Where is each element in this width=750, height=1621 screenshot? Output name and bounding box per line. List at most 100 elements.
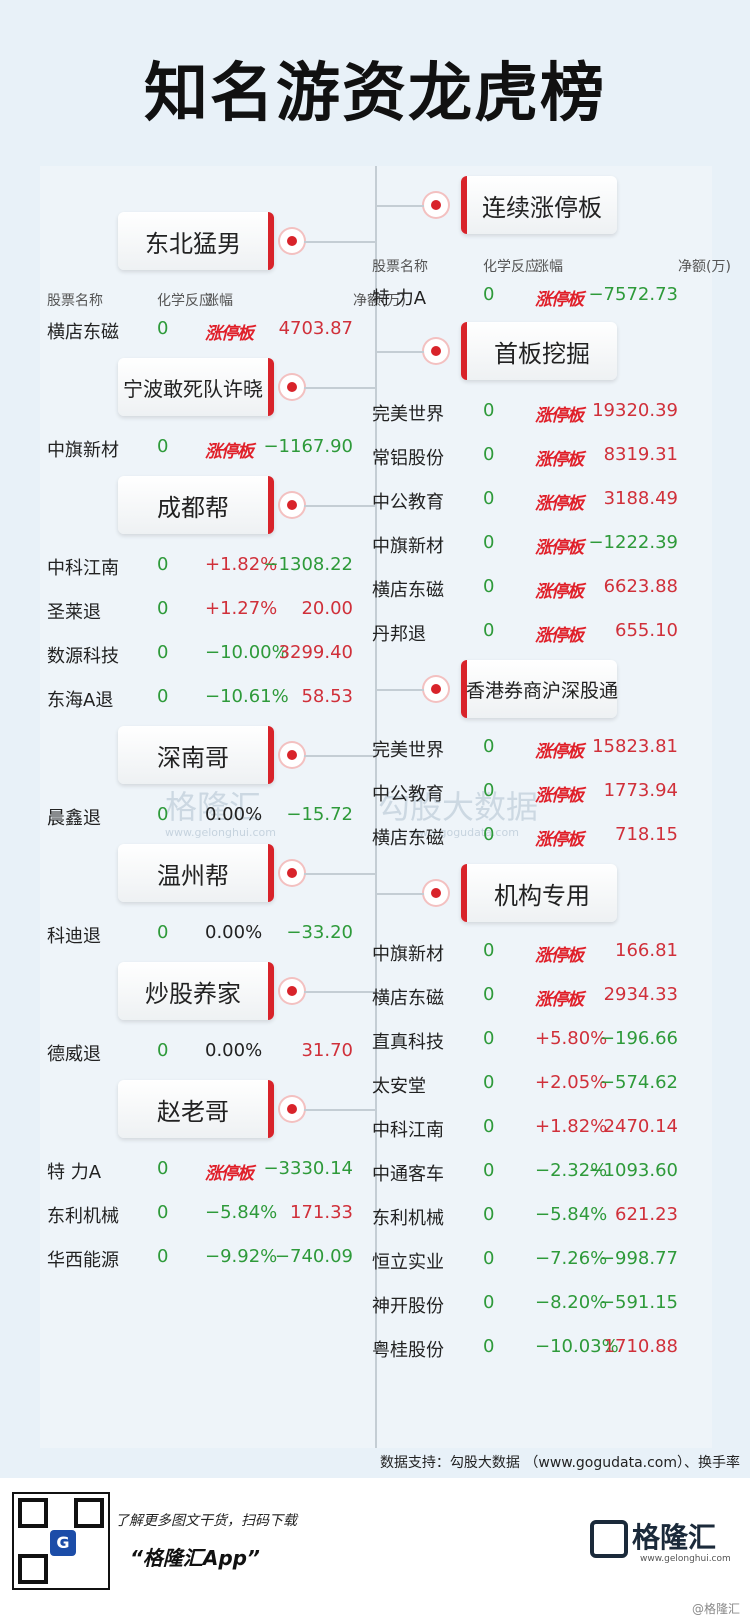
brand-logo-icon — [590, 1520, 628, 1558]
stock-name: 恒立实业 — [372, 1252, 444, 1273]
chem-reaction: 0 — [483, 1160, 495, 1181]
stock-name: 特 力A — [372, 288, 427, 309]
limit-up-badge: 涨停板 — [535, 538, 584, 558]
net-amount: −1167.90 — [263, 436, 353, 457]
stock-name: 太安堂 — [372, 1076, 426, 1097]
chem-reaction: 0 — [157, 1202, 169, 1223]
limit-up-badge: 涨停板 — [535, 450, 584, 470]
stock-name: 中旗新材 — [372, 536, 444, 557]
change-pct: +1.27% — [205, 598, 278, 619]
change-pct: −10.00% — [205, 642, 289, 663]
limit-up-badge: 涨停板 — [535, 406, 584, 426]
net-amount: 3188.49 — [603, 488, 678, 509]
stock-name: 横店东磁 — [47, 322, 119, 343]
limit-up-badge: 涨停板 — [535, 582, 584, 602]
limit-up-badge: 涨停板 — [205, 442, 254, 462]
chem-reaction: 0 — [483, 824, 495, 845]
group-tag: 炒股养家 — [118, 962, 274, 1020]
chem-reaction: 0 — [483, 620, 495, 641]
limit-up-badge: 涨停板 — [535, 626, 584, 646]
limit-up-badge: 涨停板 — [535, 290, 584, 310]
connector-line — [304, 755, 375, 757]
net-amount: 8319.31 — [603, 444, 678, 465]
stock-name: 东利机械 — [372, 1208, 444, 1229]
stock-name: 直真科技 — [372, 1032, 444, 1053]
net-amount: 6623.88 — [603, 576, 678, 597]
chem-reaction: 0 — [483, 284, 495, 305]
net-amount: −740.09 — [274, 1246, 353, 1267]
stock-name: 常铝股份 — [372, 448, 444, 469]
net-amount: 4703.87 — [278, 318, 353, 339]
corner-mark: @格隆汇 — [691, 1602, 740, 1616]
net-amount: −15.72 — [286, 804, 353, 825]
net-amount: −3330.14 — [263, 1158, 353, 1179]
change-pct: −2.32% — [535, 1160, 608, 1181]
source-note: 数据支持：勾股大数据 （www.gogudata.com）、换手率 — [379, 1455, 740, 1471]
chem-reaction: 0 — [483, 1292, 495, 1313]
brand-logo-text: 格隆汇 — [632, 1521, 717, 1554]
net-amount: −196.66 — [599, 1028, 678, 1049]
net-amount: 20.00 — [301, 598, 353, 619]
limit-up-badge: 涨停板 — [535, 830, 584, 850]
limit-up-badge: 涨停板 — [535, 946, 584, 966]
stock-name: 中科江南 — [47, 558, 119, 579]
stock-name: 丹邦退 — [372, 624, 426, 645]
watermark-brand: 格隆汇 — [165, 788, 262, 826]
qr-code[interactable]: G — [12, 1492, 110, 1590]
limit-up-badge: 涨停板 — [535, 990, 584, 1010]
connector-dot-icon — [280, 375, 304, 399]
change-pct: −5.84% — [535, 1204, 608, 1225]
net-amount: 1773.94 — [603, 780, 678, 801]
stock-name: 中旗新材 — [372, 944, 444, 965]
connector-line — [304, 241, 375, 243]
page-title: 知名游资龙虎榜 — [144, 57, 606, 131]
chem-reaction: 0 — [483, 400, 495, 421]
group-tag: 温州帮 — [118, 844, 274, 902]
watermark-gogu-url: www.gogudata.com — [410, 826, 519, 839]
change-pct: 0.00% — [205, 804, 263, 825]
change-pct: −10.03% — [535, 1336, 619, 1357]
chem-reaction: 0 — [157, 686, 169, 707]
connector-line — [304, 505, 375, 507]
download-footer: G 了解更多图文干货，扫码下载 “格隆汇App” 格隆汇 www.gelongh… — [0, 1478, 750, 1621]
connector-dot-icon — [280, 1097, 304, 1121]
stock-name: 完美世界 — [372, 740, 444, 761]
column-header-net: 净额(万) — [353, 293, 406, 309]
stock-name: 完美世界 — [372, 404, 444, 425]
stock-name: 晨鑫退 — [47, 808, 101, 829]
stock-name: 中科江南 — [372, 1120, 444, 1141]
app-name: “格隆汇App” — [130, 1546, 260, 1570]
group-tag: 香港券商沪深股通 — [461, 660, 618, 718]
chem-reaction: 0 — [157, 554, 169, 575]
limit-up-badge: 涨停板 — [535, 742, 584, 762]
limit-up-badge: 涨停板 — [535, 494, 584, 514]
connector-line — [304, 1109, 375, 1111]
group-tag: 成都帮 — [118, 476, 274, 534]
group-tag: 机构专用 — [461, 864, 617, 922]
group-tag: 赵老哥 — [118, 1080, 274, 1138]
qr-finder — [18, 1498, 48, 1528]
connector-dot-icon — [280, 493, 304, 517]
connector-dot-icon — [280, 861, 304, 885]
chem-reaction: 0 — [483, 940, 495, 961]
net-amount: 171.33 — [290, 1202, 353, 1223]
change-pct: −9.92% — [205, 1246, 278, 1267]
connector-dot-icon — [280, 743, 304, 767]
change-pct: 0.00% — [205, 922, 263, 943]
chem-reaction: 0 — [157, 642, 169, 663]
net-amount: −998.77 — [599, 1248, 678, 1269]
limit-up-badge: 涨停板 — [205, 324, 254, 344]
watermark-brand-url: www.gelonghui.com — [165, 826, 276, 839]
connector-line — [304, 873, 375, 875]
change-pct: +5.80% — [535, 1028, 608, 1049]
connector-dot-icon — [280, 979, 304, 1003]
connector-dot-icon — [280, 229, 304, 253]
stock-name: 德威退 — [47, 1044, 101, 1065]
group-tag: 连续涨停板 — [461, 176, 617, 234]
connector-dot-icon — [424, 677, 448, 701]
change-pct: +1.82% — [205, 554, 278, 575]
stock-name: 中旗新材 — [47, 440, 119, 461]
net-amount: 19320.39 — [592, 400, 678, 421]
chem-reaction: 0 — [157, 922, 169, 943]
limit-up-badge: 涨停板 — [205, 1164, 254, 1184]
